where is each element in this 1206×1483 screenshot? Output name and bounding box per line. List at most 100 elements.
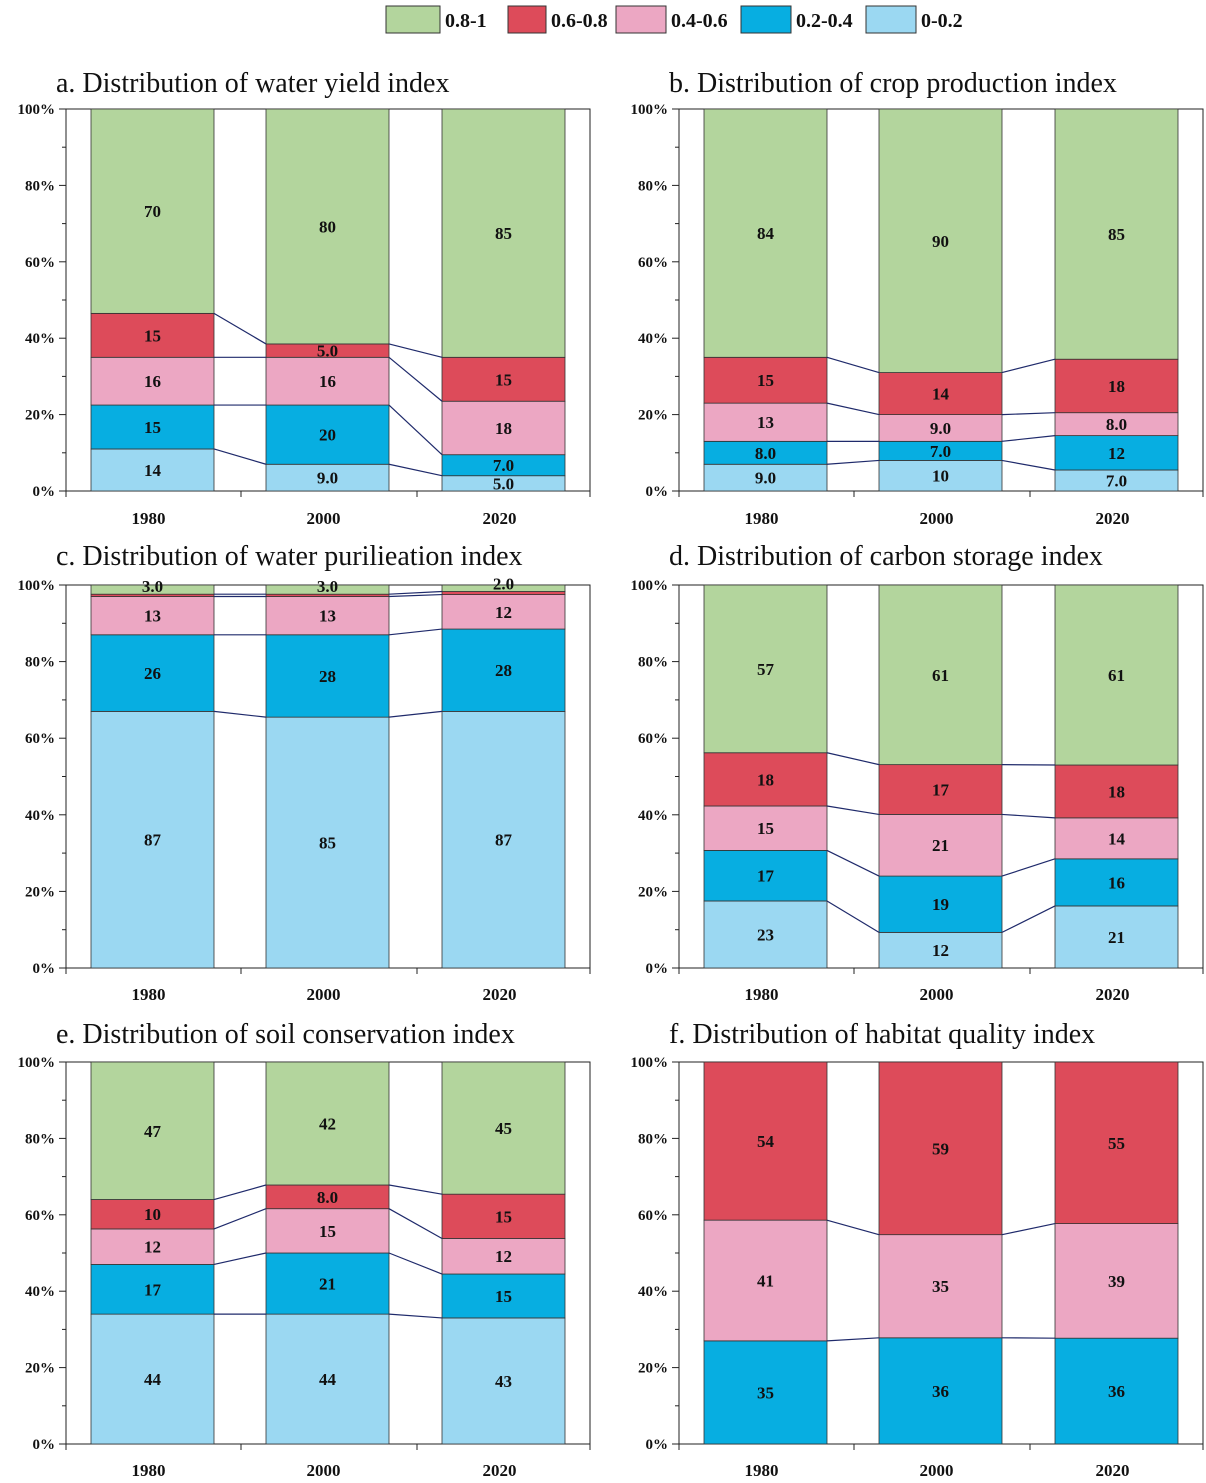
data-label: 15 — [144, 326, 161, 345]
chart-title: e. Distribution of soil conservation ind… — [56, 1019, 515, 1050]
bar-segment — [878, 1234, 1003, 1339]
data-label: 13 — [319, 607, 336, 626]
bar-segment — [441, 356, 566, 402]
data-label: 28 — [495, 661, 512, 680]
data-label: 15 — [319, 1222, 336, 1241]
bar-segment — [878, 814, 1003, 877]
legend-swatch — [865, 5, 917, 34]
data-label: 90 — [932, 232, 949, 251]
connector-line — [213, 1252, 267, 1266]
x-category-label: 2000 — [920, 985, 954, 1004]
connector-line — [388, 1252, 443, 1275]
data-label: 57 — [757, 660, 775, 679]
data-label: 36 — [1108, 1382, 1125, 1401]
data-label: 16 — [319, 372, 336, 391]
bar-segment — [265, 1208, 390, 1254]
data-label: 21 — [932, 836, 949, 855]
y-tick-label: 40% — [25, 331, 55, 347]
data-label: 12 — [1108, 444, 1125, 463]
connector-line — [826, 356, 880, 374]
data-label: 39 — [1108, 1272, 1125, 1291]
data-label: 8.0 — [317, 1188, 338, 1207]
y-tick-label: 60% — [638, 731, 668, 747]
chart-title: b. Distribution of crop production index — [669, 68, 1117, 99]
data-label: 21 — [319, 1275, 336, 1294]
data-label: 85 — [319, 834, 336, 853]
data-label: 9.0 — [755, 469, 776, 488]
bar-segment — [878, 1061, 1003, 1236]
connector-line — [388, 463, 443, 477]
connector-line — [1001, 435, 1056, 442]
data-label: 28 — [319, 667, 336, 686]
bar-segment — [90, 1228, 215, 1265]
y-tick-label: 20% — [25, 1361, 55, 1377]
data-label: 14 — [144, 461, 162, 480]
data-label: 8.0 — [1106, 415, 1127, 434]
data-label: 10 — [932, 467, 949, 486]
bar-segment — [1054, 905, 1179, 969]
connector-line — [388, 356, 443, 402]
bar-segment — [90, 312, 215, 358]
x-category-label: 2020 — [1096, 509, 1130, 528]
x-category-label: 1980 — [745, 509, 779, 528]
data-label: 16 — [144, 372, 161, 391]
x-category-label: 2020 — [483, 509, 517, 528]
data-label: 8.0 — [755, 444, 776, 463]
bar-segment — [703, 1219, 828, 1342]
connector-line — [826, 849, 880, 877]
bar-segment — [265, 634, 390, 718]
bar-segment — [90, 1061, 215, 1200]
data-label: 3.0 — [142, 577, 163, 596]
y-tick-label: 20% — [638, 408, 668, 424]
legend-label: 0.2-0.4 — [796, 10, 853, 32]
data-label: 23 — [757, 925, 774, 944]
legend-label: 0-0.2 — [921, 10, 963, 32]
x-category-label: 2020 — [1096, 1461, 1130, 1480]
data-label: 44 — [144, 1370, 162, 1389]
data-label: 3.0 — [317, 577, 338, 596]
data-label: 15 — [495, 1207, 512, 1226]
legend-label: 0.8-1 — [445, 10, 487, 32]
y-tick-label: 80% — [25, 1131, 55, 1147]
legend-item: 0.8-1 — [385, 5, 487, 34]
bar-segment — [1054, 1061, 1179, 1224]
bar-segment — [703, 356, 828, 404]
data-label: 20 — [319, 426, 336, 445]
connector-line — [1001, 905, 1056, 933]
bar-segment — [878, 764, 1003, 815]
connector-line — [213, 1184, 267, 1201]
chart-panel: d. Distribution of carbon storage index 0… — [631, 541, 1204, 1004]
chart-panels: a. Distribution of water yield index 0% 20… — [18, 68, 1204, 1480]
data-label: 70 — [144, 202, 161, 221]
legend-label: 0.4-0.6 — [671, 10, 728, 32]
data-label: 15 — [757, 819, 774, 838]
y-tick-label: 60% — [25, 731, 55, 747]
data-label: 87 — [144, 831, 162, 850]
connector-line — [388, 590, 443, 595]
bar-segment — [878, 1337, 1003, 1445]
bar-segment — [90, 584, 215, 595]
connector-line — [388, 710, 443, 718]
y-tick-label: 80% — [638, 178, 668, 194]
y-tick-label: 0% — [33, 961, 56, 977]
data-label: 18 — [495, 419, 512, 438]
chart-panel: e. Distribution of soil conservation ind… — [18, 1019, 591, 1480]
chart-title: a. Distribution of water yield index — [56, 68, 449, 99]
bar-segment — [1054, 1223, 1179, 1339]
data-label: 12 — [144, 1238, 161, 1257]
bar-segment — [441, 1317, 566, 1445]
data-label: 41 — [757, 1272, 774, 1291]
bar-segment — [265, 1252, 390, 1315]
x-category-label: 1980 — [745, 985, 779, 1004]
y-tick-label: 100% — [631, 102, 669, 118]
y-tick-label: 100% — [18, 102, 56, 118]
legend: 0.8-1 0.6-0.8 0.4-0.6 0.2-0.4 0-0.2 — [385, 5, 963, 34]
bar-segment — [878, 460, 1003, 492]
data-label: 13 — [144, 607, 161, 626]
y-tick-label: 0% — [33, 484, 56, 500]
data-label: 14 — [1108, 829, 1126, 848]
data-label: 16 — [1108, 873, 1125, 892]
connector-line — [826, 1337, 880, 1342]
data-label: 12 — [932, 941, 949, 960]
